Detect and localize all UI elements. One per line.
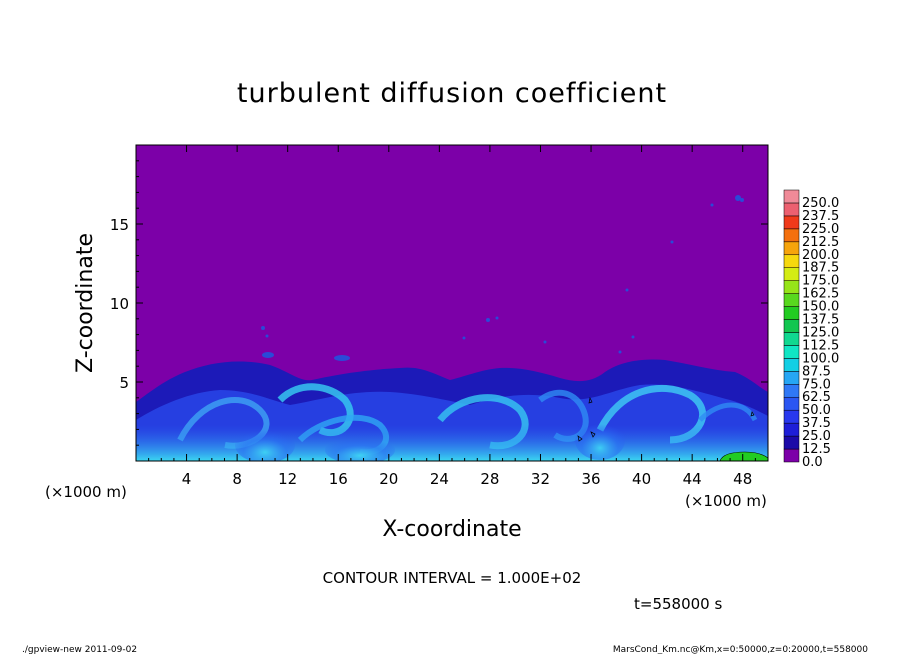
- glow-patch: [235, 427, 295, 461]
- x-tick-label: 32: [531, 470, 550, 488]
- colorbar-swatch: [783, 409, 800, 424]
- x-axis-unit-left: (×1000 m): [45, 483, 127, 501]
- colorbar-swatch: [783, 189, 800, 204]
- footer-program: ./gpview-new 2011-09-02: [22, 645, 137, 654]
- colorbar-level-label: 12.5: [802, 442, 831, 457]
- colorbar-level-label: 100.0: [802, 351, 839, 366]
- colorbar-swatch: [783, 332, 800, 346]
- colorbar-level-label: 62.5: [802, 390, 831, 405]
- colorbar-level-label: 200.0: [802, 248, 839, 263]
- colorbar-swatch: [783, 306, 800, 320]
- eddy: [698, 402, 758, 422]
- colorbar-swatch: [783, 319, 800, 333]
- colorbar-swatch: [783, 384, 800, 398]
- colorbar-level-label: 112.5: [802, 338, 839, 353]
- colorbar-level-label: 187.5: [802, 261, 839, 276]
- chart-title: turbulent diffusion coefficient: [237, 78, 667, 109]
- colorbar-swatch: [783, 202, 800, 217]
- x-axis-ticks: 4 8 12 16 20 24 28 32 36 40 44 48: [148, 145, 756, 488]
- colorbar-level-label: 225.0: [802, 222, 839, 237]
- glow-patch: [325, 436, 395, 461]
- colorbar-swatch: [783, 371, 800, 385]
- x-tick-label: 24: [430, 470, 449, 488]
- colorbar-level-label: 250.0: [802, 196, 839, 211]
- footer-source: MarsCond_Km.nc@Km,x=0:50000,z=0:20000,t=…: [613, 645, 868, 654]
- colorbar-level-label: 87.5: [802, 364, 831, 379]
- colorbar-swatch: [783, 254, 800, 268]
- colorbar-swatch: [783, 345, 800, 359]
- y-axis-label: Z-coordinate: [73, 233, 98, 373]
- colorbar-level-label: 162.5: [802, 287, 839, 302]
- time-label: t=558000 s: [634, 595, 722, 613]
- glow-patch: [575, 420, 625, 460]
- turbulent-layer: [136, 195, 768, 461]
- colorbar-swatch: [783, 448, 800, 463]
- x-tick-label: 12: [278, 470, 297, 488]
- x-tick-label: 8: [232, 470, 242, 488]
- scattered-puffs: [261, 195, 744, 361]
- y-tick-label: 5: [119, 374, 129, 392]
- contour-interval: CONTOUR INTERVAL = 1.000E+02: [323, 569, 582, 587]
- colorbar-level-label: 137.5: [802, 313, 839, 328]
- high-value-patch: [719, 451, 768, 461]
- x-tick-label: 4: [182, 470, 192, 488]
- x-tick-label: 16: [329, 470, 348, 488]
- colorbar-swatch: [783, 228, 800, 243]
- colorbar-swatch: [783, 435, 800, 450]
- colorbar-level-label: 75.0: [802, 377, 831, 392]
- x-axis-unit-right: (×1000 m): [685, 492, 767, 510]
- colorbar-swatch: [783, 215, 800, 230]
- colorbar-swatch: [783, 358, 800, 372]
- colorbar-level-label: 150.0: [802, 300, 839, 315]
- y-tick-label: 10: [110, 295, 129, 313]
- x-tick-label: 44: [683, 470, 702, 488]
- x-tick-label: 48: [733, 470, 752, 488]
- colorbar-level-label: 237.5: [802, 209, 839, 224]
- contour-marks: [577, 396, 755, 442]
- colorbar-swatch: [783, 293, 800, 307]
- colorbar-level-label: 25.0: [802, 429, 831, 444]
- colorbar-level-label: 0.0: [802, 455, 823, 470]
- x-tick-label: 36: [581, 470, 600, 488]
- colorbar-swatch: [783, 396, 800, 411]
- surface-glow: [136, 425, 768, 461]
- colorbar-level-label: 212.5: [802, 235, 839, 250]
- colorbar-swatch: [783, 241, 800, 256]
- x-axis-label: X-coordinate: [382, 517, 521, 542]
- x-tick-label: 28: [480, 470, 499, 488]
- colorbar-swatch: [783, 267, 800, 281]
- colorbar-swatch: [783, 280, 800, 294]
- colorbar-level-label: 37.5: [802, 416, 831, 431]
- colorbar: 0.012.525.037.550.062.575.087.5100.0112.…: [783, 189, 839, 470]
- y-axis-ticks: 5 10 15: [110, 160, 768, 446]
- y-tick-label: 15: [110, 216, 129, 234]
- x-tick-label: 20: [379, 470, 398, 488]
- colorbar-level-label: 175.0: [802, 274, 839, 289]
- colorbar-swatch: [783, 422, 800, 437]
- colorbar-level-label: 125.0: [802, 325, 839, 340]
- colorbar-level-label: 50.0: [802, 403, 831, 418]
- x-tick-label: 40: [632, 470, 651, 488]
- plot-area: [135, 144, 769, 462]
